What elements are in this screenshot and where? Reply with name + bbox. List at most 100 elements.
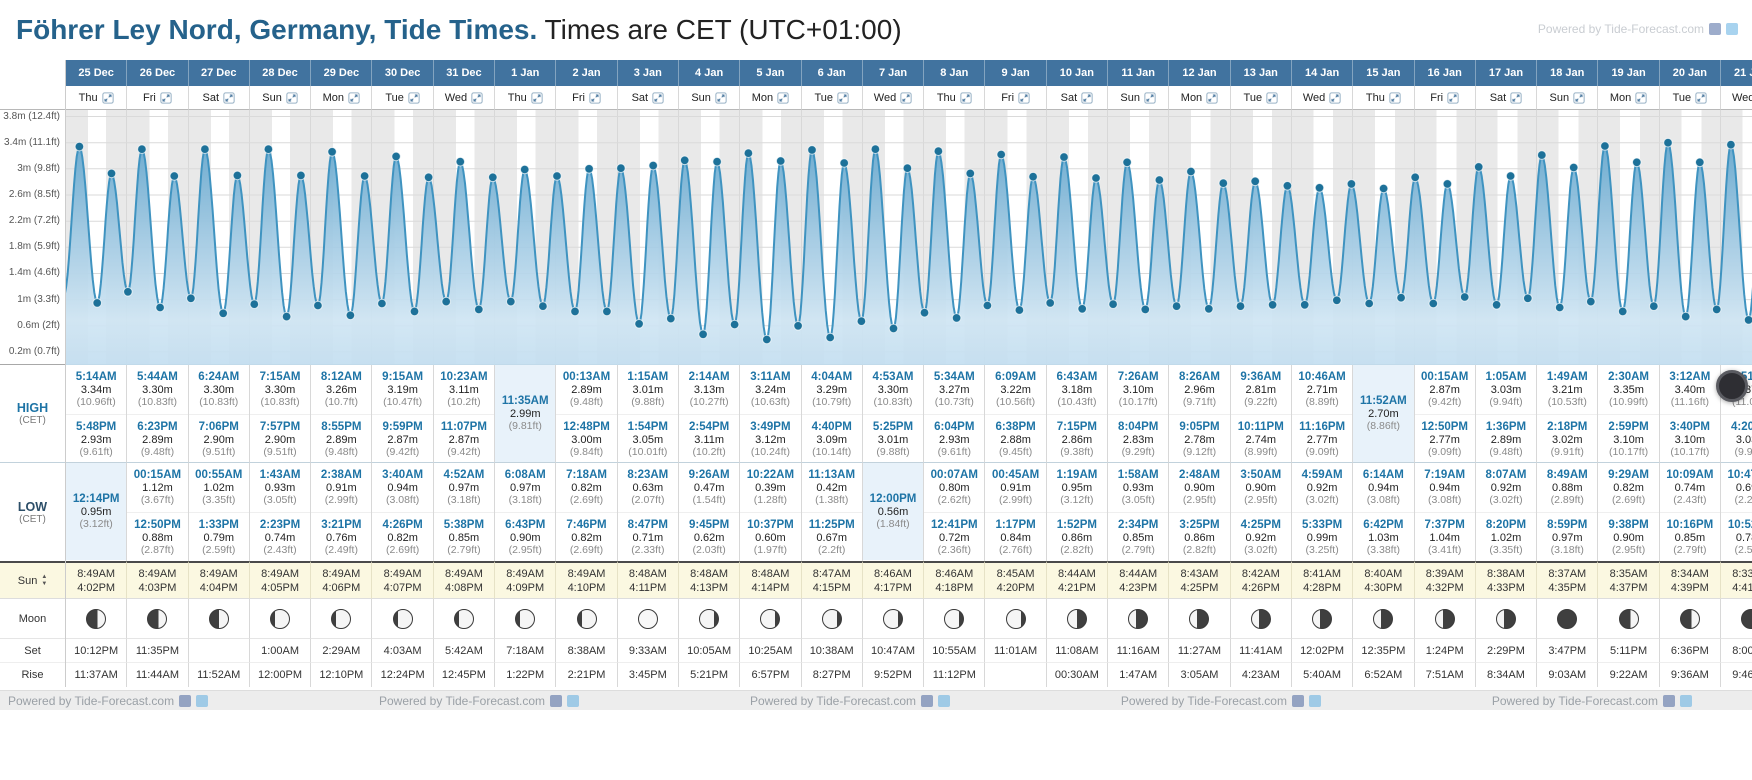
twitter-icon[interactable]: [1308, 694, 1321, 707]
expand-day-icon[interactable]: [900, 91, 912, 104]
tide-time: 11:13AM: [808, 469, 856, 481]
high-tide-entry: 00:13AM 2.89m (9.48ft): [556, 365, 616, 414]
expand-day-icon[interactable]: [1144, 91, 1156, 104]
expand-day-icon[interactable]: [652, 91, 664, 104]
date-label: 25 Dec: [78, 67, 114, 79]
expand-day-icon[interactable]: [223, 91, 235, 104]
expand-day-icon[interactable]: [1447, 91, 1459, 104]
tide-height-ft: (2.82ft): [1182, 543, 1217, 556]
powered-by-watermark[interactable]: Powered by Tide-Forecast.com: [1121, 694, 1321, 708]
floating-widget-button[interactable]: [1716, 370, 1748, 402]
moonset-cell: 10:25AM: [740, 639, 802, 663]
high-tide-cell: 6:24AM 3.30m (10.83ft) 7:06PM 2.90m (9.51ft): [188, 365, 250, 463]
expand-day-icon[interactable]: [1329, 91, 1341, 104]
date-header: 2 Jan: [556, 60, 618, 86]
moonset-cell: 3:47PM: [1537, 639, 1599, 663]
tide-height-ft: (9.48ft): [140, 445, 175, 458]
moonset-cell: 12:35PM: [1353, 639, 1415, 663]
expand-day-icon[interactable]: [1573, 91, 1585, 104]
tide-height-ft: (2.79ft): [447, 543, 481, 556]
expand-day-icon[interactable]: [1266, 91, 1278, 104]
date-label: 4 Jan: [695, 67, 724, 79]
tide-time: 6:14AM: [1362, 469, 1404, 481]
expand-day-icon[interactable]: [1081, 91, 1093, 104]
twitter-icon[interactable]: [1726, 23, 1738, 35]
powered-by-watermark[interactable]: Powered by Tide-Forecast.com: [1492, 694, 1692, 708]
expand-day-icon[interactable]: [1389, 91, 1401, 104]
tide-time: 12:50PM: [134, 518, 181, 531]
expand-day-icon[interactable]: [531, 91, 543, 104]
twitter-icon[interactable]: [567, 694, 580, 707]
tide-height-m: 2.99m: [509, 408, 541, 420]
tide-time: 1:05AM: [1485, 371, 1527, 383]
expand-day-icon[interactable]: [715, 91, 727, 104]
tide-time: 12:50PM: [1421, 420, 1469, 433]
expand-day-icon[interactable]: [960, 91, 972, 104]
tide-time: 00:15AM: [1421, 371, 1469, 383]
moonrise-time: 00:30AM: [1054, 669, 1099, 681]
tide-height-ft: (3.08ft): [1366, 494, 1401, 506]
powered-by-watermark[interactable]: Powered by Tide-Forecast.com: [379, 694, 580, 708]
weekday-header: Sat: [188, 86, 250, 110]
expand-day-icon[interactable]: [348, 91, 360, 104]
twitter-icon[interactable]: [1679, 694, 1692, 707]
moonset-cell: 5:42AM: [433, 639, 496, 663]
facebook-icon[interactable]: [921, 694, 934, 707]
weekday-header: Sat: [1046, 86, 1109, 110]
expand-day-icon[interactable]: [408, 91, 420, 104]
tide-time: 10:52PM: [1727, 518, 1752, 531]
low-tide-entry: 3:50AM 0.90m (2.95ft): [1231, 463, 1291, 512]
low-tide-entry: 9:26AM 0.47m (1.54ft): [679, 463, 739, 512]
expand-day-icon[interactable]: [1018, 91, 1030, 104]
days-scroll-area[interactable]: 25 Dec Thu 5:14AM 3.34m (10.96ft) 5:48PM 2.93m…: [66, 60, 1752, 687]
expand-day-icon[interactable]: [160, 91, 172, 104]
weekday-header: Fri: [1414, 86, 1476, 110]
expand-day-icon[interactable]: [286, 91, 298, 104]
twitter-icon[interactable]: [938, 694, 951, 707]
facebook-icon[interactable]: [550, 694, 563, 707]
tide-time: 4:26PM: [382, 518, 423, 531]
facebook-icon[interactable]: [179, 694, 192, 707]
sunrise-time: 8:44AM: [1119, 567, 1158, 580]
day-column: 25 Dec Thu 5:14AM 3.34m (10.96ft) 5:48PM 2.93m…: [66, 60, 128, 687]
tide-time: 8:12AM: [320, 371, 362, 383]
weekday-label: Thu: [507, 91, 527, 104]
high-tide-cell: 4:53AM 3.30m (10.83ft) 5:25PM 3.01m (9.88ft): [862, 365, 925, 463]
expand-day-icon[interactable]: [1635, 91, 1647, 104]
facebook-icon[interactable]: [1662, 694, 1675, 707]
expand-day-icon[interactable]: [837, 91, 849, 104]
moon-phase-cell: [985, 599, 1047, 639]
moon-icon: [1434, 608, 1455, 629]
tide-height-m: 0.88m: [1551, 482, 1583, 494]
twitter-icon[interactable]: [196, 694, 209, 707]
powered-by-watermark[interactable]: Powered by Tide-Forecast.com: [8, 693, 209, 708]
facebook-icon[interactable]: [1709, 23, 1721, 35]
sun-times-cell: 8:44AM 4:23PM: [1108, 561, 1170, 599]
tide-height-m: 0.99m: [1306, 531, 1338, 544]
facebook-icon[interactable]: [1291, 694, 1304, 707]
high-tide-cell: 2:30AM 3.35m (10.99ft) 2:59PM 3.10m (10.17ft): [1598, 365, 1660, 463]
tide-height-ft: (9.48ft): [1489, 445, 1523, 458]
date-label: 1 Jan: [511, 67, 540, 79]
powered-by-text: Powered by Tide-Forecast.com: [8, 693, 175, 708]
expand-day-icon[interactable]: [471, 91, 483, 104]
powered-by-watermark[interactable]: Powered by Tide-Forecast.com: [1538, 22, 1738, 36]
sun-times-cell: 8:49AM 4:08PM: [433, 561, 496, 599]
tide-height-m: 0.82m: [387, 531, 418, 544]
expand-day-icon[interactable]: [589, 91, 601, 104]
powered-by-watermark[interactable]: Powered by Tide-Forecast.com: [750, 694, 951, 708]
expand-day-icon[interactable]: [1510, 91, 1522, 104]
expand-day-icon[interactable]: [1695, 91, 1707, 104]
tide-time: 2:59PM: [1608, 420, 1649, 433]
high-tide-entry: 6:24AM 3.30m (10.83ft): [189, 365, 249, 414]
expand-day-icon[interactable]: [777, 91, 789, 104]
tide-height-ft: (2.69ft): [1611, 494, 1646, 506]
moon-phase-cell: [311, 599, 373, 639]
high-tide-entry: 9:36AM 2.81m (9.22ft): [1231, 365, 1291, 414]
low-tide-entry: 1:43AM 0.93m (3.05ft): [250, 463, 310, 512]
tide-time: 4:52AM: [443, 469, 485, 481]
expand-day-icon[interactable]: [101, 91, 114, 104]
expand-day-icon[interactable]: [1206, 91, 1218, 104]
moonrise-time: 12:00PM: [258, 669, 303, 681]
tide-time: 2:54PM: [688, 420, 730, 433]
